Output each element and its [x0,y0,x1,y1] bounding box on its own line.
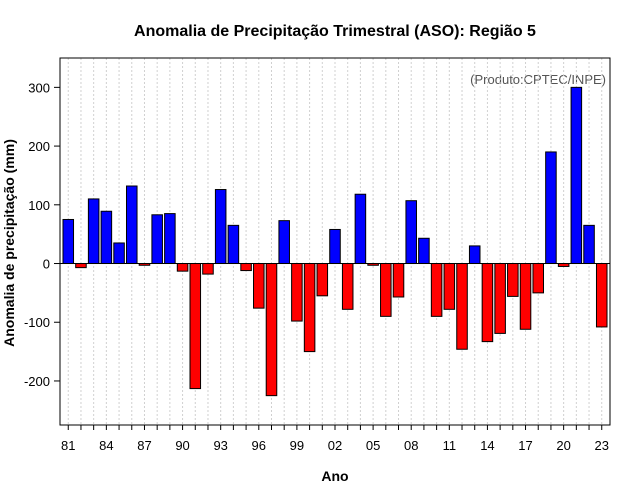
y-tick-label: 100 [28,198,50,213]
x-tick-label: 14 [480,438,494,453]
x-tick-label: 96 [252,438,266,453]
bar-1998 [278,220,290,265]
y-axis: -200 -100 0 100 200 300 [24,80,60,389]
bar-1991 [189,263,202,390]
bar-2006 [380,263,392,317]
bar-2013 [468,245,481,265]
x-tick-label: 23 [595,438,609,453]
bar-2023 [595,263,608,328]
bar-2002 [329,228,341,265]
x-axis-label: Ano [321,468,348,484]
bar-2022 [583,224,595,265]
grid-layer [67,58,603,425]
y-tick-label: 300 [28,80,50,95]
bar-2008 [405,200,417,265]
bar-2014 [481,263,494,343]
x-tick-label: 05 [366,438,380,453]
bar-2015 [494,263,506,334]
bar-1999 [291,263,303,322]
y-tick-label: -200 [24,374,50,389]
bar-2017 [519,263,532,330]
x-tick-label: 17 [518,438,532,453]
x-axis: 81 84 87 90 93 96 99 02 05 08 11 14 17 20 23 [61,425,609,453]
y-tick-label: 200 [28,139,50,154]
bar-2010 [430,263,443,317]
bar-2000 [303,263,316,353]
x-tick-label: 93 [213,438,227,453]
bar-1988 [151,214,163,265]
bar-2016 [507,263,519,297]
bar-1992 [202,263,214,275]
bar-2021 [570,86,583,265]
x-tick-label: 81 [61,438,75,453]
x-tick-label: 20 [556,438,570,453]
bar-1993 [214,189,227,265]
bar-1989 [164,213,176,265]
bar-1994 [227,224,240,265]
bar-layer [62,86,608,397]
bar-2007 [392,263,405,298]
bar-2018 [532,263,545,294]
x-tick-label: 87 [137,438,151,453]
bar-1982 [75,263,87,269]
bar-1981 [62,218,75,265]
x-tick-label: 90 [175,438,189,453]
x-tick-label: 02 [328,438,342,453]
chart-title: Anomalia de Precipitação Trimestral (ASO… [134,23,536,40]
x-tick-label: 08 [404,438,418,453]
bar-1990 [176,263,189,272]
bar-1986 [125,185,138,265]
bar-1984 [100,210,113,265]
bar-2004 [354,193,367,265]
y-tick-label: 0 [43,257,50,272]
x-tick-label: 11 [443,438,457,453]
x-tick-label: 84 [99,438,113,453]
y-axis-label: Anomalia de precipitação (mm) [1,139,17,347]
bar-1995 [240,263,252,272]
bar-1983 [87,198,100,265]
x-tick-label: 99 [290,438,304,453]
bar-2003 [341,263,354,310]
bar-2012 [456,263,468,350]
bar-2001 [316,263,329,297]
y-tick-label: -100 [24,315,50,330]
bar-1997 [265,263,278,397]
bar-2009 [418,237,430,265]
bar-1996 [253,263,265,309]
bar-2019 [545,151,557,265]
bar-2011 [443,263,456,310]
bar-1985 [113,242,125,265]
